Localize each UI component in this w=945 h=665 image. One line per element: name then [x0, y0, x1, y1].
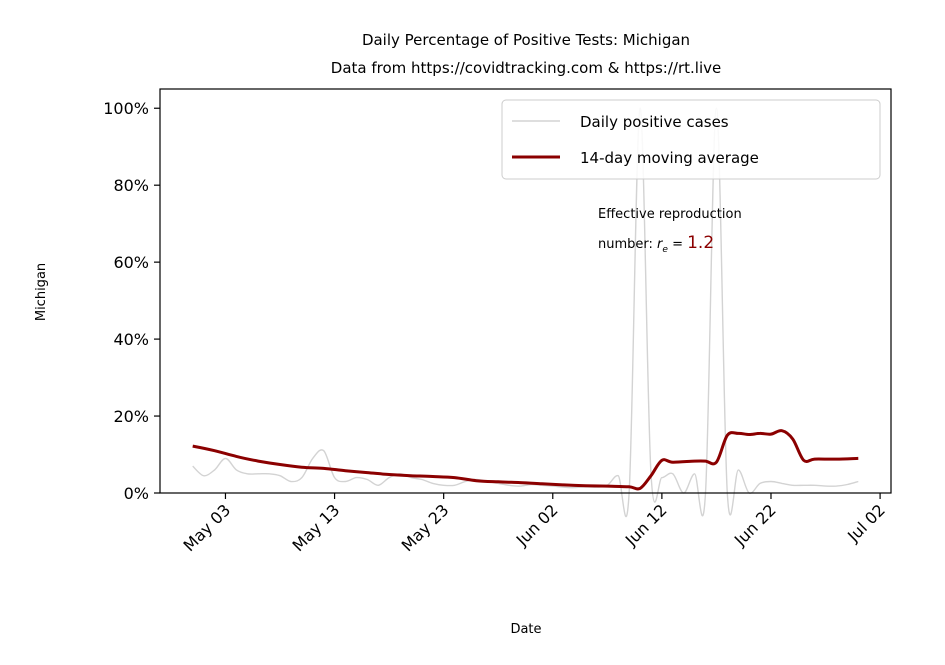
legend-box: [501, 99, 881, 180]
x-tick-label: May 23: [398, 500, 453, 555]
x-tick-label: May 13: [289, 500, 344, 555]
x-tick-label: Jun 02: [512, 500, 562, 550]
chart-subtitle: Data from https://covidtracking.com & ht…: [331, 59, 721, 77]
y-tick-label: 60%: [113, 253, 149, 272]
annotation-symbol: r: [657, 237, 664, 252]
annotation-subscript: e: [662, 245, 668, 255]
legend-label-average: 14-day moving average: [580, 149, 759, 167]
legend-label-daily: Daily positive cases: [580, 113, 729, 131]
y-tick-label: 0%: [124, 484, 149, 503]
y-axis: 0% 20% 40% 60% 80% 100%: [103, 99, 160, 503]
plot-lines: [192, 107, 859, 517]
annotation-line1: Effective reproduction: [598, 207, 742, 222]
legend: Daily positive cases 14-day moving avera…: [501, 99, 881, 180]
annotation-equals: =: [668, 237, 687, 252]
series-line-daily: [192, 107, 859, 517]
x-tick-label: Jul 02: [843, 500, 889, 546]
y-tick-label: 100%: [103, 99, 149, 118]
chart-title: Daily Percentage of Positive Tests: Mich…: [362, 31, 690, 49]
annotation-prefix: number:: [598, 237, 657, 252]
x-axis-label: Date: [510, 622, 541, 637]
plot-frame: [159, 88, 892, 494]
rt-annotation: Effective reproduction number: re = 1.2: [598, 207, 742, 255]
y-axis-label: Michigan: [34, 263, 49, 321]
y-tick-label: 40%: [113, 330, 149, 349]
x-axis: May 03 May 13 May 23 Jun 02 Jun 12 Jun 22 Jul …: [179, 493, 889, 555]
series-line-average: [192, 429, 859, 491]
annotation-value: 1.2: [687, 233, 714, 253]
annotation-line2: number: re = 1.2: [598, 233, 714, 255]
y-tick-label: 80%: [113, 176, 149, 195]
x-tick-label: May 03: [179, 500, 234, 555]
x-tick-label: Jun 22: [730, 500, 780, 550]
y-tick-label: 20%: [113, 407, 149, 426]
